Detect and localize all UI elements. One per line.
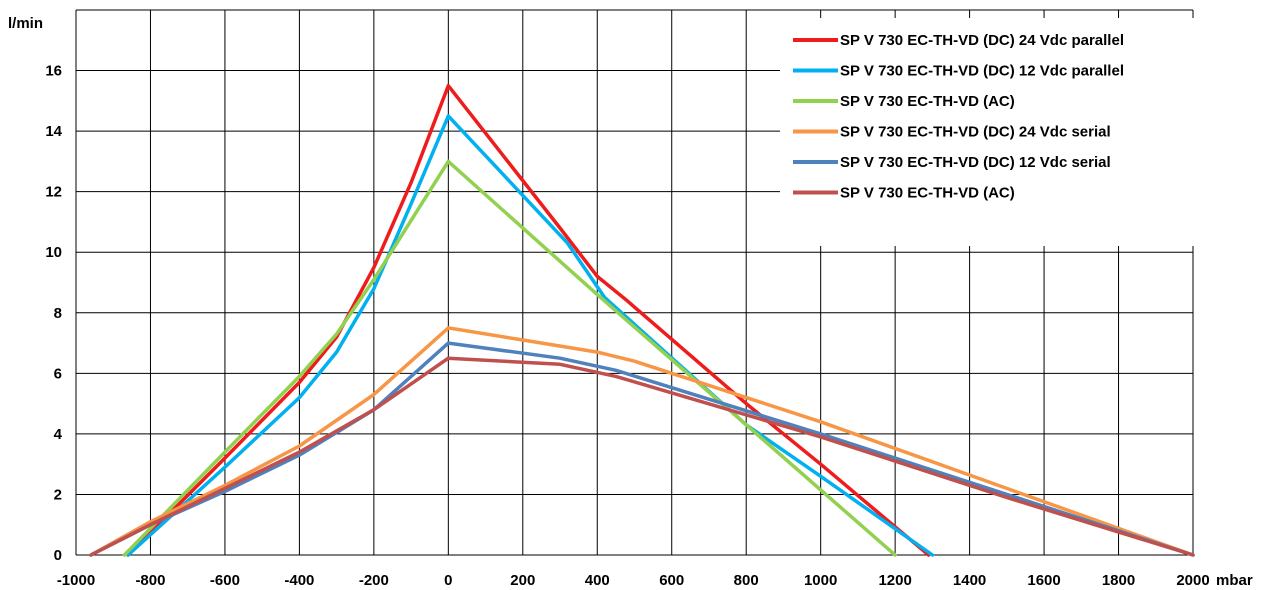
y-tick-label: 6 [54, 365, 62, 382]
y-tick-label: 12 [45, 184, 62, 201]
series-line-4 [89, 326, 1195, 557]
axes: l/min mbar -1000 -800 -600 -400 -200 0 200 400 6… [8, 15, 1253, 589]
y-tick-label: 14 [45, 123, 62, 140]
x-tick-label: -200 [359, 572, 389, 589]
x-tick-label: 1600 [1027, 572, 1060, 589]
x-tick-label: -600 [210, 572, 240, 589]
x-tick-label: 200 [510, 572, 535, 589]
x-tick-label: 600 [659, 572, 684, 589]
legend-entry-label: SP V 730 EC-TH-VD (AC) [840, 93, 1015, 110]
legend-background [780, 18, 1270, 246]
x-tick-label: -1000 [57, 572, 95, 589]
legend-entry-label: SP V 730 EC-TH-VD (DC) 12 Vdc serial [840, 154, 1111, 171]
legend: SP V 730 EC-TH-VD (DC) 24 Vdc parallel SP… [780, 18, 1270, 246]
y-tick-label: 4 [54, 426, 63, 443]
y-tick-label: 16 [45, 63, 62, 80]
y-axis-label: l/min [8, 15, 43, 32]
x-tick-label: -400 [284, 572, 314, 589]
x-tick-label: 0 [444, 572, 452, 589]
x-tick-label: 800 [734, 572, 759, 589]
legend-entry-label: SP V 730 EC-TH-VD (DC) 12 Vdc parallel [840, 63, 1124, 80]
y-tick-label: 0 [54, 547, 62, 564]
x-tick-label: 1200 [878, 572, 911, 589]
x-tick-label: 400 [585, 572, 610, 589]
x-tick-label: 1400 [953, 572, 986, 589]
x-tick-label: -800 [135, 572, 165, 589]
y-tick-label: 8 [54, 305, 62, 322]
y-tick-label: 10 [45, 244, 62, 261]
series-line-6 [89, 356, 1195, 557]
series-line-5 [89, 341, 1195, 557]
x-axis-label: mbar [1216, 572, 1253, 589]
series-lines [89, 83, 1195, 557]
y-tick-label: 2 [54, 486, 62, 503]
x-tick-label: 2000 [1176, 572, 1209, 589]
series-line-1 [126, 83, 931, 557]
legend-entry-label: SP V 730 EC-TH-VD (AC) [840, 185, 1015, 202]
legend-entry-label: SP V 730 EC-TH-VD (DC) 24 Vdc parallel [840, 32, 1124, 49]
legend-entry-label: SP V 730 EC-TH-VD (DC) 24 Vdc serial [840, 124, 1111, 141]
series-line-3 [122, 159, 897, 557]
x-tick-label: 1000 [804, 572, 837, 589]
x-tick-label: 1800 [1102, 572, 1135, 589]
